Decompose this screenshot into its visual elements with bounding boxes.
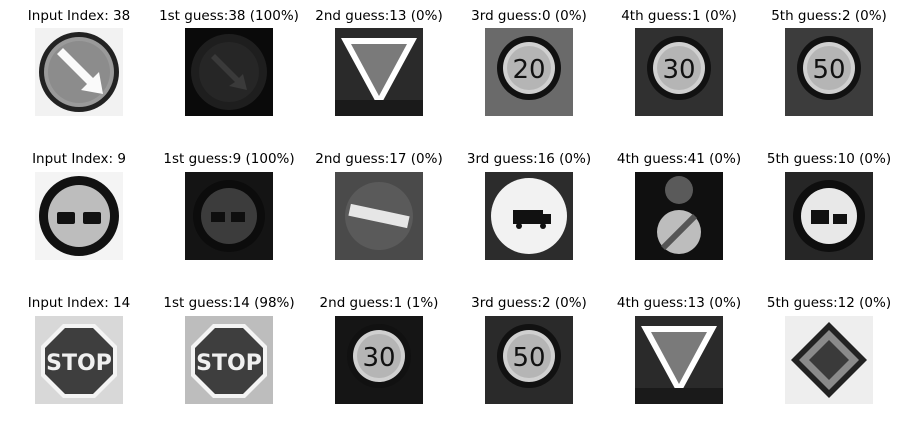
guess-label: 1st guess:9 (100%) xyxy=(163,151,295,167)
guess-label: 2nd guess:1 (1%) xyxy=(319,295,439,311)
guess-sign-image: 50 xyxy=(485,316,573,404)
guess-sign-image: 30 xyxy=(635,28,723,116)
guess-label: 5th guess:2 (0%) xyxy=(771,8,887,24)
svg-text:20: 20 xyxy=(512,55,545,85)
input-sign-image xyxy=(35,172,123,260)
svg-text:30: 30 xyxy=(362,343,395,373)
input-index-label: Input Index: 38 xyxy=(27,8,131,24)
input-sign-image: STOP xyxy=(35,316,123,404)
guess-label: 1st guess:38 (100%) xyxy=(159,8,299,24)
guess-label: 1st guess:14 (98%) xyxy=(163,295,295,311)
guess-sign-image xyxy=(185,28,273,116)
guess-sign-image: 50 xyxy=(785,28,873,116)
svg-text:STOP: STOP xyxy=(196,351,262,376)
guess-label: 4th guess:1 (0%) xyxy=(621,8,737,24)
input-index-label: Input Index: 9 xyxy=(32,151,126,167)
guess-label: 5th guess:12 (0%) xyxy=(766,295,892,311)
guess-label: 2nd guess:13 (0%) xyxy=(315,8,443,24)
guess-sign-image xyxy=(485,172,573,260)
guess-sign-image: 30 xyxy=(335,316,423,404)
guess-sign-image xyxy=(335,28,423,116)
guess-sign-image xyxy=(335,172,423,260)
input-index-label: Input Index: 14 xyxy=(27,295,131,311)
guess-label: 3rd guess:0 (0%) xyxy=(471,8,587,24)
guess-sign-image xyxy=(635,316,723,404)
svg-text:30: 30 xyxy=(662,55,695,85)
guess-label: 4th guess:41 (0%) xyxy=(616,151,742,167)
guess-sign-image xyxy=(785,316,873,404)
guess-sign-image: STOP xyxy=(185,316,273,404)
guess-sign-image xyxy=(785,172,873,260)
guess-label: 3rd guess:2 (0%) xyxy=(471,295,587,311)
guess-sign-image: 20 xyxy=(485,28,573,116)
guess-sign-image xyxy=(635,172,723,260)
input-sign-image xyxy=(35,28,123,116)
guess-label: 2nd guess:17 (0%) xyxy=(315,151,443,167)
svg-text:50: 50 xyxy=(512,343,545,373)
guess-label: 3rd guess:16 (0%) xyxy=(466,151,592,167)
guess-sign-image xyxy=(185,172,273,260)
guess-label: 5th guess:10 (0%) xyxy=(766,151,892,167)
guess-label: 4th guess:13 (0%) xyxy=(616,295,742,311)
svg-text:STOP: STOP xyxy=(46,351,112,376)
svg-text:50: 50 xyxy=(812,55,845,85)
